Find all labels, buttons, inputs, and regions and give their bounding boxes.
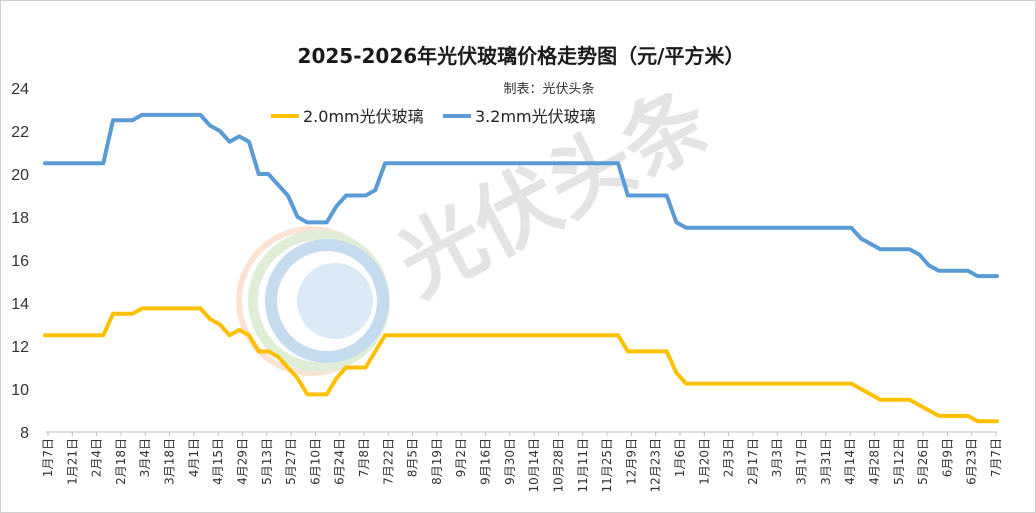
x-tick-label: 4月15日 <box>211 438 225 485</box>
y-tick-label: 10 <box>11 382 29 399</box>
x-tick-label: 9月30日 <box>503 438 517 485</box>
x-tick-label: 12月23日 <box>649 438 663 493</box>
x-tick-label: 4月14日 <box>843 438 857 485</box>
x-tick-label: 7月22日 <box>381 438 395 485</box>
x-tick-label: 1月21日 <box>65 438 79 485</box>
x-tick-label: 9月16日 <box>479 438 493 485</box>
x-tick-label: 10月14日 <box>527 438 541 493</box>
x-tick-label: 11月11日 <box>576 438 590 493</box>
legend: 2.0mm光伏玻璃 3.2mm光伏玻璃 <box>271 107 596 126</box>
x-tick-label: 5月12日 <box>892 438 906 485</box>
chart-title: 2025-2026年光伏玻璃价格走势图（元/平方米） <box>298 44 745 68</box>
x-tick-label: 3月17日 <box>795 438 809 485</box>
x-tick-label: 7月8日 <box>357 438 371 477</box>
x-tick-label: 6月23日 <box>965 438 979 485</box>
series-line-2mm <box>43 306 999 424</box>
x-tick-label: 4月29日 <box>235 438 249 485</box>
x-tick-label: 3月3日 <box>770 438 784 477</box>
x-tick-label: 1月6日 <box>673 438 687 477</box>
x-tick-label: 6月9日 <box>940 438 954 477</box>
x-tick-label: 1月7日 <box>41 438 55 477</box>
x-tick-label: 6月10日 <box>308 438 322 485</box>
x-tick-label: 12月9日 <box>624 438 638 485</box>
x-tick-label: 3月18日 <box>163 438 177 485</box>
x-tick-label: 10月28日 <box>551 438 565 493</box>
x-tick-label: 3月4日 <box>138 438 152 477</box>
y-tick-label: 8 <box>20 425 29 442</box>
y-tick-label: 22 <box>11 124 29 141</box>
y-tick-label: 20 <box>11 167 29 184</box>
legend-label-2mm: 2.0mm光伏玻璃 <box>303 107 424 126</box>
chart-subtitle: 制表：光伏头条 <box>503 81 594 97</box>
x-axis-ticks: 1月7日 1月21日 2月4日 2月18日 3月4日 3月18日 4月1日 4月15日 4月29… <box>41 432 1003 493</box>
y-axis-ticks: 8 10 12 14 16 18 20 22 24 <box>11 81 29 442</box>
y-tick-label: 18 <box>11 210 29 227</box>
x-tick-label: 11月25日 <box>600 438 614 493</box>
x-tick-label: 5月26日 <box>916 438 930 485</box>
series-lines <box>43 112 999 424</box>
x-tick-label: 6月24日 <box>333 438 347 485</box>
x-tick-label: 2月3日 <box>722 438 736 477</box>
x-tick-label: 2月4日 <box>90 438 104 477</box>
x-tick-label: 4月28日 <box>867 438 881 485</box>
x-tick-label: 8月5日 <box>406 438 420 477</box>
legend-label-3mm: 3.2mm光伏玻璃 <box>475 107 596 126</box>
x-tick-label: 3月31日 <box>819 438 833 485</box>
series-line-3mm <box>43 112 999 279</box>
x-tick-label: 2月18日 <box>114 438 128 485</box>
x-tick-label: 9月2日 <box>454 438 468 477</box>
x-tick-label: 5月27日 <box>284 438 298 485</box>
watermark-logo <box>236 226 390 376</box>
x-tick-label: 7月7日 <box>989 438 1003 477</box>
y-tick-label: 16 <box>11 253 29 270</box>
y-tick-label: 24 <box>11 81 29 98</box>
x-tick-label: 5月13日 <box>260 438 274 485</box>
y-tick-label: 12 <box>11 339 29 356</box>
y-tick-label: 14 <box>11 296 29 313</box>
x-tick-label: 4月1日 <box>187 438 201 477</box>
x-tick-label: 2月17日 <box>746 438 760 485</box>
x-tick-label: 1月20日 <box>697 438 711 485</box>
x-tick-label: 8月19日 <box>430 438 444 485</box>
